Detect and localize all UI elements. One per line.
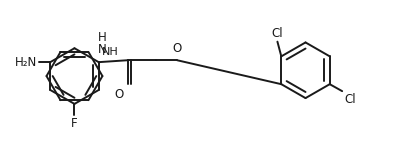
Text: F: F bbox=[71, 117, 78, 130]
Text: O: O bbox=[114, 88, 123, 101]
Text: H₂N: H₂N bbox=[15, 56, 37, 69]
Text: Cl: Cl bbox=[272, 27, 283, 40]
Text: Cl: Cl bbox=[344, 93, 356, 106]
Text: H
N: H N bbox=[97, 31, 106, 56]
Text: NH: NH bbox=[102, 47, 118, 57]
Text: O: O bbox=[173, 42, 182, 55]
